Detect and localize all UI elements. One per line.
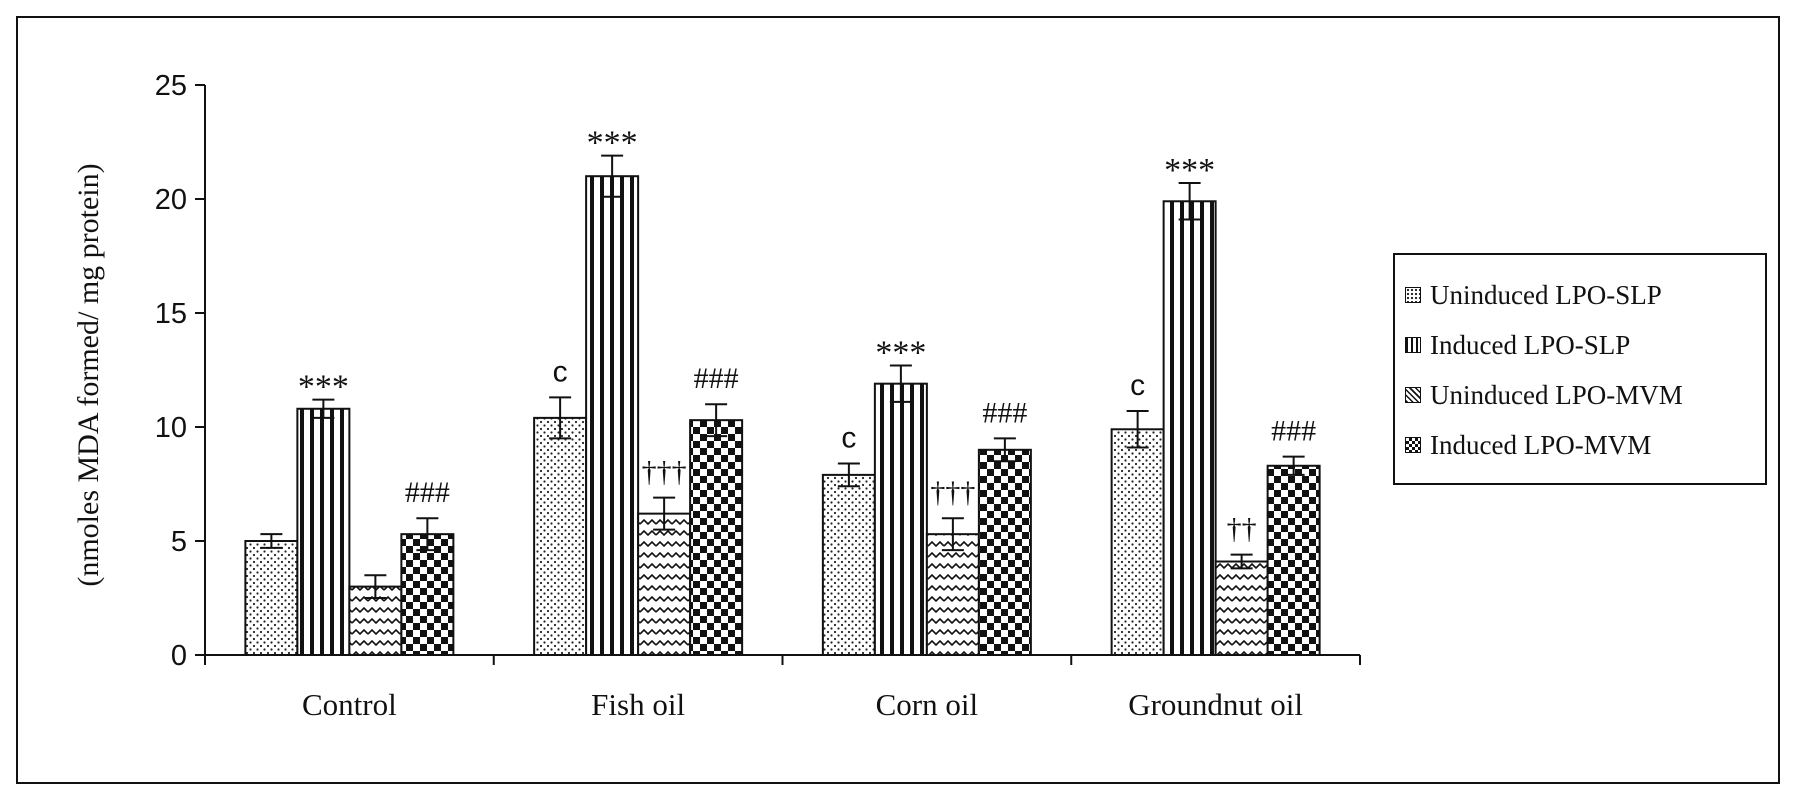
- legend: Uninduced LPO-SLP Induced LPO-SLP Uninduce…: [1393, 253, 1767, 485]
- data-annotation: †††: [642, 456, 687, 489]
- data-annotation: ††: [1227, 513, 1257, 546]
- axes: 0 5 10 15 20 25 Control Fish oil Corn oil Groundn…: [155, 70, 1361, 722]
- data-annotation: ###: [982, 396, 1027, 429]
- x-tick-label: Corn oil: [876, 687, 978, 722]
- x-tick-label: Fish oil: [591, 687, 685, 722]
- legend-swatch: [1405, 387, 1421, 403]
- data-annotation: †††: [930, 476, 975, 509]
- bars-group: ccc************††††††††############: [244, 125, 1321, 657]
- legend-item: Induced LPO-SLP: [1405, 325, 1630, 365]
- data-annotation: ***: [875, 334, 926, 371]
- bar: [1266, 464, 1321, 657]
- y-tick-label: 0: [171, 640, 187, 672]
- legend-swatch: [1405, 437, 1421, 453]
- bar: [925, 533, 980, 656]
- legend-label: Uninduced LPO-MVM: [1430, 379, 1683, 410]
- y-tick-label: 15: [155, 298, 187, 330]
- legend-label: Induced LPO-MVM: [1430, 429, 1652, 460]
- y-axis-label: (nmoles MDA formed/ mg protein): [72, 163, 105, 586]
- data-annotation: ***: [1164, 152, 1215, 189]
- bar: [977, 448, 1032, 656]
- bar: [1162, 200, 1217, 656]
- data-annotation: ***: [298, 369, 349, 406]
- data-annotation: ***: [587, 125, 638, 162]
- data-annotation: c: [841, 421, 856, 454]
- bar: [1214, 560, 1269, 657]
- bar: [533, 416, 588, 656]
- data-annotation: ###: [405, 476, 450, 509]
- data-annotation: c: [553, 355, 568, 388]
- bar: [637, 512, 692, 657]
- x-tick-label: Groundnut oil: [1128, 687, 1303, 722]
- data-annotation: ###: [694, 362, 739, 395]
- legend-label: Induced LPO-SLP: [1430, 329, 1631, 360]
- bar: [585, 175, 640, 656]
- data-annotation: ###: [1271, 415, 1316, 448]
- legend-swatch: [1405, 287, 1421, 303]
- legend-item: Uninduced LPO-SLP: [1405, 275, 1662, 315]
- legend-label: Uninduced LPO-SLP: [1430, 279, 1662, 310]
- bar: [873, 382, 928, 656]
- bar: [821, 473, 876, 656]
- x-tick-label: Control: [302, 687, 397, 722]
- bar: [400, 533, 455, 656]
- y-tick-label: 10: [155, 412, 187, 444]
- y-tick-label: 20: [155, 184, 187, 216]
- legend-swatch: [1405, 337, 1421, 353]
- legend-item: Induced LPO-MVM: [1405, 425, 1651, 465]
- bar: [296, 407, 351, 657]
- chart-frame: [16, 16, 1780, 784]
- bar: [689, 419, 744, 656]
- data-annotation: c: [1130, 369, 1145, 402]
- y-tick-label: 25: [155, 70, 187, 102]
- bar: [244, 540, 299, 656]
- bar: [1110, 428, 1165, 656]
- legend-item: Uninduced LPO-MVM: [1405, 375, 1683, 415]
- y-tick-label: 5: [171, 526, 187, 558]
